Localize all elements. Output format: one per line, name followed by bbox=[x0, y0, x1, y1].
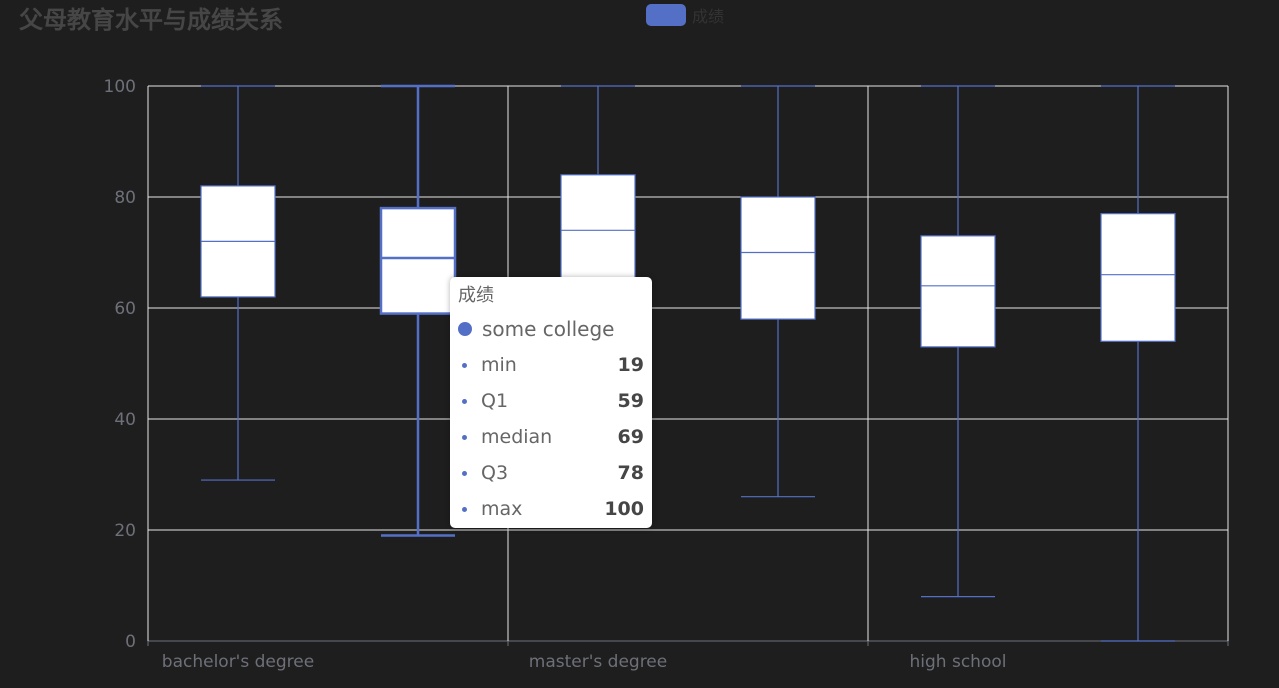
y-tick-label: 100 bbox=[104, 77, 136, 97]
tooltip-row-max: max 100 bbox=[458, 491, 644, 527]
tooltip-series-label: some college bbox=[482, 317, 615, 341]
iqr-box bbox=[1100, 213, 1176, 342]
bullet-icon bbox=[462, 398, 467, 404]
box-associate-s-degree[interactable] bbox=[740, 85, 816, 498]
tooltip-row-value: 100 bbox=[604, 498, 644, 520]
y-tick-label: 0 bbox=[125, 632, 136, 652]
bullet-icon bbox=[462, 470, 467, 476]
bullet-icon bbox=[462, 362, 467, 368]
tooltip-row-name: max bbox=[481, 498, 523, 520]
bullet-icon bbox=[462, 434, 467, 440]
tooltip-row-q1: Q1 59 bbox=[458, 383, 644, 419]
box-high-school[interactable] bbox=[920, 85, 996, 598]
tooltip-series: some college bbox=[458, 311, 644, 347]
legend-swatch-icon bbox=[646, 4, 686, 26]
x-tick-label: bachelor's degree bbox=[162, 652, 314, 672]
bullet-icon bbox=[462, 506, 467, 512]
legend-item[interactable]: 成绩 bbox=[646, 3, 724, 27]
tooltip-row-name: Q3 bbox=[481, 462, 509, 484]
box-master-s-degree[interactable] bbox=[560, 85, 636, 420]
iqr-box bbox=[740, 196, 816, 320]
y-tick-label: 40 bbox=[114, 410, 136, 430]
tooltip-row-value: 78 bbox=[617, 462, 644, 484]
box-some-high-school[interactable] bbox=[1100, 85, 1176, 642]
box-bachelor-s-degree[interactable] bbox=[200, 85, 276, 481]
tooltip-row-min: min 19 bbox=[458, 347, 644, 383]
chart-title: 父母教育水平与成绩关系 bbox=[19, 6, 283, 34]
tooltip-row-value: 19 bbox=[617, 354, 644, 376]
iqr-box bbox=[920, 235, 996, 348]
tooltip-row-name: Q1 bbox=[481, 390, 509, 412]
tooltip: 成绩 some college min 19 Q1 59 median 69 Q… bbox=[450, 277, 652, 528]
y-tick-label: 80 bbox=[114, 188, 136, 208]
tooltip-row-q3: Q3 78 bbox=[458, 455, 644, 491]
iqr-box bbox=[379, 206, 457, 315]
legend-label: 成绩 bbox=[692, 7, 725, 26]
x-tick-label: high school bbox=[910, 652, 1007, 672]
tooltip-row-value: 59 bbox=[617, 390, 644, 412]
series-marker-icon bbox=[458, 322, 472, 336]
box-some-college[interactable] bbox=[379, 84, 457, 537]
y-tick-label: 60 bbox=[114, 299, 136, 319]
tooltip-row-median: median 69 bbox=[458, 419, 644, 455]
tooltip-title: 成绩 bbox=[458, 285, 494, 306]
tooltip-row-value: 69 bbox=[617, 426, 644, 448]
tooltip-row-name: min bbox=[481, 354, 517, 376]
x-tick-label: master's degree bbox=[529, 652, 667, 672]
tooltip-row-name: median bbox=[481, 426, 553, 448]
y-tick-label: 20 bbox=[114, 521, 136, 541]
